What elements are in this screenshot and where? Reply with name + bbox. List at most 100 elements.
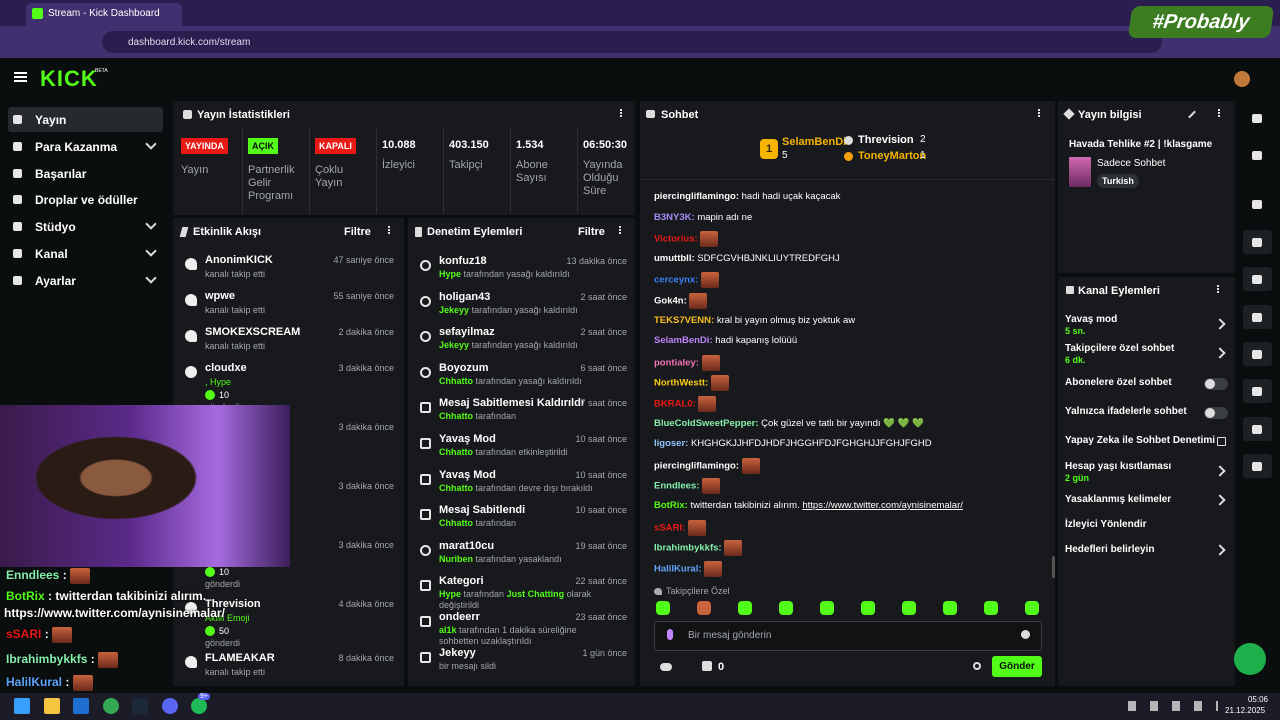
actor: Jekeyy	[439, 304, 470, 315]
taskbar-app[interactable]	[191, 698, 207, 714]
address-bar[interactable]	[102, 31, 1162, 53]
stream-title: Havada Tehlike #2 | !klasgame	[1069, 139, 1213, 150]
actor: Chhatto	[439, 482, 473, 493]
nav-icon	[13, 195, 22, 205]
chat-message: HalilKural:	[654, 560, 723, 577]
action-label[interactable]: Takipçilere özel sohbet	[1065, 343, 1175, 354]
action: tarafından yasağı kaldırıldı	[463, 269, 570, 279]
taskbar-app[interactable]	[14, 698, 30, 714]
chat-text: KHGHGKJJHFDJHDFJHGGHFDJFGHGHJJFGHJFGHD	[690, 438, 932, 450]
activity-time: 47 saniye önce	[333, 255, 394, 265]
nav-item[interactable]: Başarılar	[35, 166, 87, 181]
mod-time: 22 saat önce	[575, 576, 627, 587]
emote-shortcut[interactable]	[656, 601, 670, 615]
separator: :	[65, 675, 70, 690]
nav-icon	[13, 168, 22, 178]
taskbar-app[interactable]	[161, 698, 178, 714]
kick-coin	[205, 390, 215, 400]
menu-button[interactable]	[14, 72, 27, 74]
side-icon	[1252, 350, 1262, 359]
action-label[interactable]: İzleyici Yönlendir	[1065, 519, 1147, 530]
activity-sub: kanalı takip etti	[205, 667, 266, 677]
separator: :	[48, 589, 53, 603]
taskbar-app[interactable]	[102, 698, 119, 714]
filter[interactable]: Filtre	[344, 226, 371, 238]
actor: Chhatto	[439, 447, 473, 457]
chat-panel: Sohbet 1 SelamBenDi 5 Threvision 2 ToneyMarton…	[640, 101, 1055, 686]
divider	[376, 128, 377, 214]
action-label[interactable]: Yapay Zeka ile Sohbet Denetimi	[1065, 435, 1216, 446]
divider	[443, 128, 444, 214]
nav-item[interactable]: Ayarlar	[35, 273, 76, 288]
nav-item[interactable]: Kanal	[35, 247, 68, 261]
unban-icon	[420, 295, 431, 307]
emote-shortcut[interactable]	[861, 601, 875, 615]
nav-item[interactable]: Yayın	[35, 113, 67, 127]
sent: gönderdi	[205, 638, 241, 648]
leader-count: 5	[782, 150, 788, 161]
chat-user: BotRix	[654, 500, 685, 511]
emote-shortcut[interactable]	[943, 601, 957, 615]
status-badge: KAPALI	[315, 138, 356, 154]
mod-title: Boyozum	[439, 361, 489, 374]
mod-time: 2 saat önce	[580, 291, 627, 302]
nav-item[interactable]: Droplar ve ödüller	[35, 193, 138, 208]
emote-shortcut[interactable]	[984, 601, 998, 615]
action: tarafından	[475, 518, 517, 529]
emote-shortcut[interactable]	[697, 601, 711, 615]
panel-menu	[1217, 285, 1219, 287]
edit-icon[interactable]	[1188, 110, 1196, 119]
action-label[interactable]: Abonelere özel sohbet	[1065, 377, 1172, 388]
category-thumb	[1069, 157, 1091, 187]
chat-input[interactable]	[654, 621, 1042, 651]
category: Sadece Sohbet	[1097, 158, 1166, 169]
activity-name: AnonimKICK	[205, 254, 273, 266]
panel-title: Kanal Eylemleri	[1078, 285, 1160, 297]
support-button[interactable]	[1234, 643, 1266, 675]
side-icon	[1252, 425, 1262, 434]
chat-message: umuttbll: SDFCGVHBJNKLIUYTREDFGHJ	[654, 252, 840, 266]
action-label[interactable]: Hedefleri belirleyin	[1065, 544, 1155, 555]
emoji-button[interactable]	[1021, 630, 1030, 639]
separator: :	[62, 568, 67, 583]
action-label[interactable]: Yasaklanmış kelimeler	[1065, 494, 1172, 505]
emote	[70, 568, 91, 584]
mod-time: 10 saat önce	[575, 434, 627, 444]
taskbar-app[interactable]	[43, 698, 60, 714]
taskbar-app[interactable]	[73, 698, 89, 714]
overlay-link: https://www.twitter.com/aynisinemalar/	[4, 606, 225, 620]
separator: :	[691, 252, 695, 264]
nav-item[interactable]: Stüdyo	[35, 220, 76, 235]
filter[interactable]: Filtre	[578, 226, 605, 238]
action-label[interactable]: Yavaş mod	[1065, 314, 1118, 325]
tray	[1128, 701, 1218, 711]
action-label[interactable]: Hesap yaşı kısıtlaması	[1065, 461, 1172, 472]
chat-message: B3NY3K: mapin adı ne	[654, 211, 752, 225]
separator: :	[718, 542, 722, 554]
side-icon	[1252, 200, 1262, 209]
emote-shortcut[interactable]	[820, 601, 834, 615]
emote-shortcut[interactable]	[1025, 601, 1039, 615]
stat-value: 10.088	[382, 139, 416, 151]
emote-shortcut[interactable]	[738, 601, 752, 615]
mod-sub: Chhatto tarafından	[439, 411, 599, 422]
send-button[interactable]: Gönder	[992, 656, 1042, 677]
clock: 05:06	[1247, 695, 1268, 704]
leader-name: ToneyMarton	[858, 150, 927, 162]
stat-label: İzleyici	[382, 159, 416, 171]
emote	[698, 396, 717, 412]
pin-icon	[420, 509, 431, 521]
emote	[687, 519, 706, 536]
taskbar-app[interactable]	[132, 698, 148, 714]
nav-chevron	[145, 245, 157, 257]
settings-icon[interactable]	[973, 662, 981, 670]
emote-shortcut[interactable]	[779, 601, 793, 615]
action-label[interactable]: Yalnızca ifadelerle sohbet	[1065, 406, 1187, 417]
separator: :	[695, 357, 699, 369]
taskbar	[0, 693, 1280, 720]
points-icon	[660, 663, 672, 671]
stat-label: Takipçi	[449, 159, 483, 171]
nav-item[interactable]: Para Kazanma	[35, 139, 118, 154]
emote-shortcut[interactable]	[902, 601, 916, 615]
